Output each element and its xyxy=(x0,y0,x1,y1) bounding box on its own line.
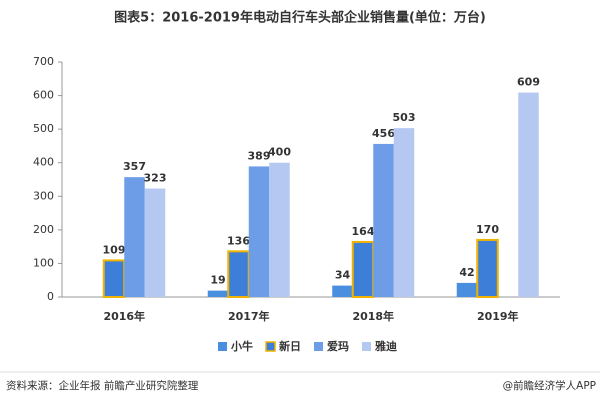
bar xyxy=(373,143,394,297)
y-tick-label: 400 xyxy=(33,156,54,169)
legend-label: 新日 xyxy=(279,339,301,353)
data-label: 34 xyxy=(335,269,351,282)
data-label: 170 xyxy=(476,223,499,236)
bar xyxy=(332,285,353,297)
bar xyxy=(393,128,415,297)
x-tick-label: 2018年 xyxy=(352,309,394,323)
bar xyxy=(248,166,270,297)
data-label: 323 xyxy=(144,172,167,185)
data-label: 400 xyxy=(268,146,291,159)
data-label: 389 xyxy=(248,149,271,162)
bar xyxy=(102,259,126,298)
bar xyxy=(456,282,478,297)
legend-swatch xyxy=(265,341,276,352)
data-label: 136 xyxy=(227,234,250,247)
y-tick-label: 100 xyxy=(33,256,54,269)
bar xyxy=(207,290,229,297)
legend-label: 雅迪 xyxy=(375,339,397,353)
bar xyxy=(518,92,539,297)
legend-swatch xyxy=(362,342,371,351)
x-tick-label: 2016年 xyxy=(103,309,145,323)
data-label: 609 xyxy=(517,76,540,89)
data-label: 456 xyxy=(372,127,395,140)
data-label: 164 xyxy=(352,225,375,238)
y-tick-label: 0 xyxy=(47,290,54,303)
legend-swatch xyxy=(218,342,227,351)
source: 资料来源：企业年报 前瞻产业研究院整理 xyxy=(6,379,199,392)
y-tick-label: 700 xyxy=(33,55,54,68)
credit: @前瞻经济学人APP xyxy=(503,379,596,392)
bar xyxy=(269,162,290,297)
bar xyxy=(227,250,250,298)
x-tick-label: 2019年 xyxy=(477,309,519,323)
data-label: 503 xyxy=(393,111,416,124)
y-tick-label: 500 xyxy=(33,122,54,135)
legend-swatch xyxy=(314,342,323,351)
bar xyxy=(351,240,375,298)
chart-title: 图表5：2016-2019年电动自行车头部企业销售量(单位：万台) xyxy=(114,10,486,26)
bar xyxy=(124,177,145,297)
data-label: 19 xyxy=(210,274,225,287)
legend-label: 小牛 xyxy=(230,339,253,353)
data-label: 42 xyxy=(459,266,474,279)
y-tick-label: 600 xyxy=(33,89,54,102)
data-label: 357 xyxy=(123,160,146,173)
data-label: 109 xyxy=(103,243,126,256)
legend-label: 爱玛 xyxy=(327,340,349,353)
y-tick-label: 200 xyxy=(33,223,54,236)
bar xyxy=(144,188,166,297)
x-tick-label: 2017年 xyxy=(228,309,270,323)
bar xyxy=(476,238,499,299)
y-tick-label: 300 xyxy=(33,189,54,202)
